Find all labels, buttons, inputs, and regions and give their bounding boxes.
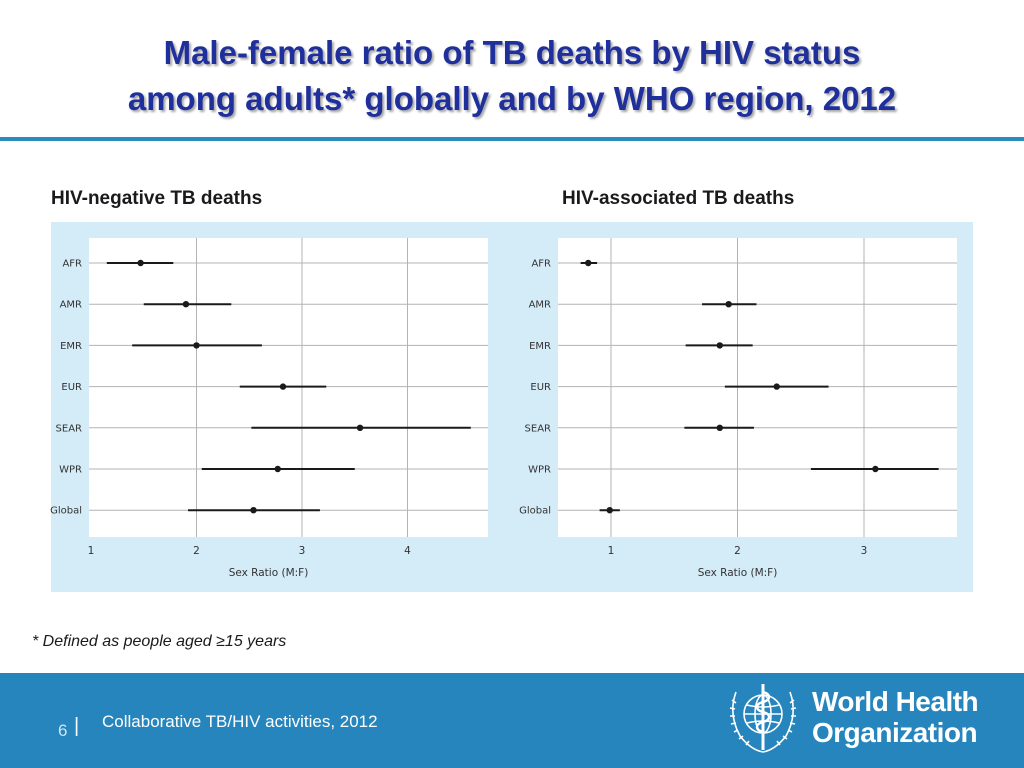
footer-caption: Collaborative TB/HIV activities, 2012 — [102, 712, 378, 731]
category-label: EMR — [529, 341, 551, 352]
category-label: WPR — [528, 465, 551, 476]
category-label: Global — [519, 506, 551, 517]
category-label: AFR — [531, 259, 551, 270]
who-emblem-icon — [729, 684, 797, 753]
category-label: EUR — [61, 382, 82, 393]
x-tick-label: 2 — [193, 545, 200, 557]
estimate-point-amr — [725, 301, 732, 308]
who-organization-name: World Health Organization — [812, 686, 979, 748]
estimate-point-wpr — [872, 465, 879, 473]
x-axis-label: Sex Ratio (M:F) — [229, 567, 309, 579]
panel-title-hiv-negative: HIV-negative TB deaths — [51, 188, 263, 209]
page-separator: | — [74, 715, 80, 737]
category-label: AMR — [60, 300, 82, 311]
slide-title-line-1: Male-female ratio of TB deaths by HIV st… — [163, 34, 861, 71]
category-label: WPR — [59, 465, 82, 476]
who-name-line-1: World Health — [812, 686, 979, 717]
page-number: 6 — [58, 721, 68, 740]
slide-title-line-2: among adults* globally and by WHO region… — [127, 80, 897, 117]
estimate-point-eur — [773, 383, 780, 390]
estimate-point-global — [606, 507, 613, 514]
estimate-point-sear — [356, 424, 364, 431]
category-label: SEAR — [56, 423, 83, 434]
footer-bar — [0, 673, 1024, 768]
estimate-point-global — [250, 507, 257, 514]
estimate-point-wpr — [274, 465, 281, 473]
estimate-point-afr — [585, 259, 592, 267]
who-name-line-2: Organization — [812, 717, 978, 748]
x-tick-label: 1 — [88, 545, 95, 557]
category-label: AMR — [529, 300, 551, 311]
category-label: SEAR — [525, 423, 552, 434]
slide-title: Male-female ratio of TB deaths by HIV st… — [0, 30, 1024, 122]
estimate-point-emr — [193, 342, 200, 349]
estimate-point-amr — [182, 301, 190, 308]
category-label: AFR — [62, 259, 82, 270]
x-tick-label: 1 — [608, 545, 615, 557]
category-label: EUR — [530, 382, 551, 393]
panel-title-hiv-associated: HIV-associated TB deaths — [562, 188, 795, 209]
x-tick-label: 4 — [404, 545, 411, 557]
x-axis-label: Sex Ratio (M:F) — [698, 567, 778, 579]
category-label: Global — [50, 506, 82, 517]
estimate-point-sear — [716, 424, 723, 431]
footnote: * Defined as people aged ≥15 years — [32, 633, 287, 650]
estimate-point-emr — [716, 342, 723, 349]
x-tick-label: 3 — [299, 545, 306, 557]
title-divider — [0, 137, 1024, 141]
estimate-point-afr — [137, 259, 144, 267]
x-tick-label: 2 — [734, 545, 741, 557]
estimate-point-eur — [279, 383, 287, 390]
category-label: EMR — [60, 341, 82, 352]
x-tick-label: 3 — [861, 545, 868, 557]
